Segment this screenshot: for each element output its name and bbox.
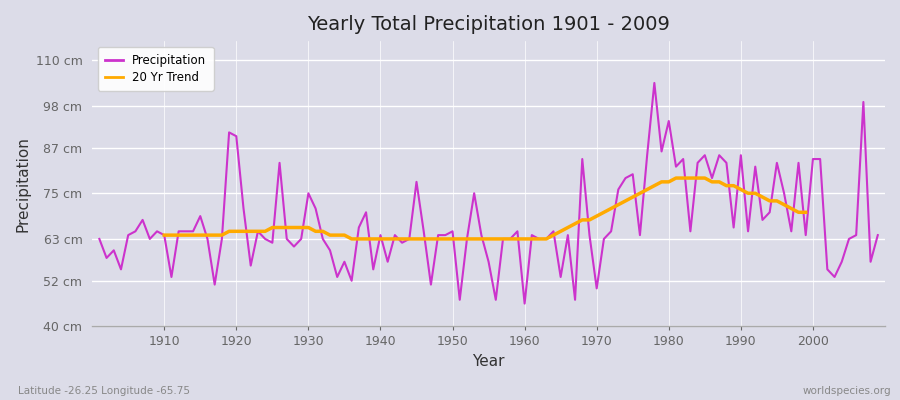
Text: worldspecies.org: worldspecies.org bbox=[803, 386, 891, 396]
Text: Latitude -26.25 Longitude -65.75: Latitude -26.25 Longitude -65.75 bbox=[18, 386, 190, 396]
Legend: Precipitation, 20 Yr Trend: Precipitation, 20 Yr Trend bbox=[98, 47, 213, 91]
Y-axis label: Precipitation: Precipitation bbox=[15, 136, 30, 232]
X-axis label: Year: Year bbox=[472, 354, 505, 369]
Title: Yearly Total Precipitation 1901 - 2009: Yearly Total Precipitation 1901 - 2009 bbox=[307, 15, 670, 34]
